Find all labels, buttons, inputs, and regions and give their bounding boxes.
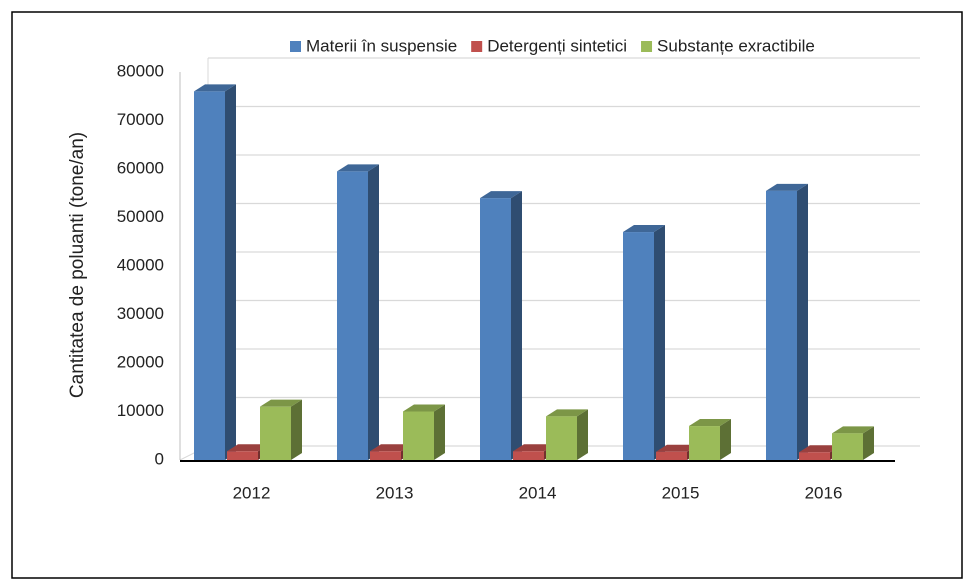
- x-tick-label: 2016: [805, 483, 843, 502]
- bar-front: [337, 171, 368, 461]
- bar-side: [577, 409, 588, 460]
- bar-side: [511, 191, 522, 460]
- x-tick-label: 2013: [376, 483, 414, 502]
- bar-top: [337, 164, 379, 172]
- bar-front: [656, 451, 687, 460]
- bar-front: [370, 451, 401, 460]
- y-tick-label: 20000: [117, 352, 164, 371]
- bar-front: [799, 452, 830, 460]
- x-tick-label: 2012: [233, 483, 271, 502]
- y-tick-label: 50000: [117, 207, 164, 226]
- bar-front: [403, 411, 434, 460]
- bar: [337, 164, 379, 461]
- y-tick-label: 80000: [117, 61, 164, 80]
- bar-front: [194, 91, 225, 461]
- bar-top: [766, 183, 808, 191]
- bar-front: [832, 433, 863, 460]
- bar-top: [403, 404, 445, 412]
- bar: [546, 409, 588, 460]
- bar-top: [227, 444, 269, 452]
- bar-front: [689, 426, 720, 460]
- y-tick-label: 70000: [117, 110, 164, 129]
- y-tick-label: 60000: [117, 158, 164, 177]
- legend-swatch: [641, 41, 653, 52]
- legend-label: Detergenți sintetici: [487, 36, 627, 55]
- bar-side: [720, 419, 731, 460]
- x-tick-label: 2014: [519, 483, 557, 502]
- legend-label: Substanțe exractibile: [657, 36, 815, 55]
- y-tick-label: 10000: [117, 401, 164, 420]
- bar-top: [260, 399, 302, 407]
- legend-label: Materii în suspensie: [306, 36, 457, 55]
- bar-front: [766, 190, 797, 460]
- legend-swatch: [290, 41, 301, 52]
- bar-side: [797, 183, 808, 460]
- bar-top: [546, 409, 588, 417]
- bar-top: [832, 426, 874, 434]
- y-tick-label: 40000: [117, 255, 164, 274]
- bar-front: [260, 406, 291, 460]
- bar-top: [370, 444, 412, 452]
- bar: [480, 191, 522, 460]
- bar-top: [689, 419, 731, 427]
- bar: [832, 426, 874, 460]
- bar-side: [863, 426, 874, 460]
- bar-top: [513, 444, 555, 452]
- bar-front: [513, 451, 544, 460]
- bar-side: [291, 399, 302, 460]
- bar-top: [623, 225, 665, 233]
- bar: [623, 225, 665, 460]
- bar: [689, 419, 731, 460]
- bar-side: [368, 164, 379, 461]
- bar-top: [480, 191, 522, 199]
- bar-top: [799, 445, 841, 453]
- legend-swatch: [471, 41, 483, 52]
- bar-top: [194, 84, 236, 92]
- bar-top: [656, 444, 698, 452]
- bar-side: [225, 84, 236, 461]
- y-axis-label: Cantitatea de poluanti (tone/an): [67, 132, 88, 398]
- bar-front: [227, 451, 258, 460]
- bar-front: [546, 416, 577, 460]
- x-tick-label: 2015: [662, 483, 700, 502]
- y-tick-label: 30000: [117, 304, 164, 323]
- bar: [403, 404, 445, 460]
- bar: [194, 84, 236, 461]
- bar-side: [654, 225, 665, 460]
- bar: [260, 399, 302, 460]
- bar-front: [480, 198, 511, 460]
- bar-front: [623, 232, 654, 460]
- bar-side: [434, 404, 445, 460]
- y-tick-label: 0: [155, 449, 164, 468]
- bar: [766, 183, 808, 460]
